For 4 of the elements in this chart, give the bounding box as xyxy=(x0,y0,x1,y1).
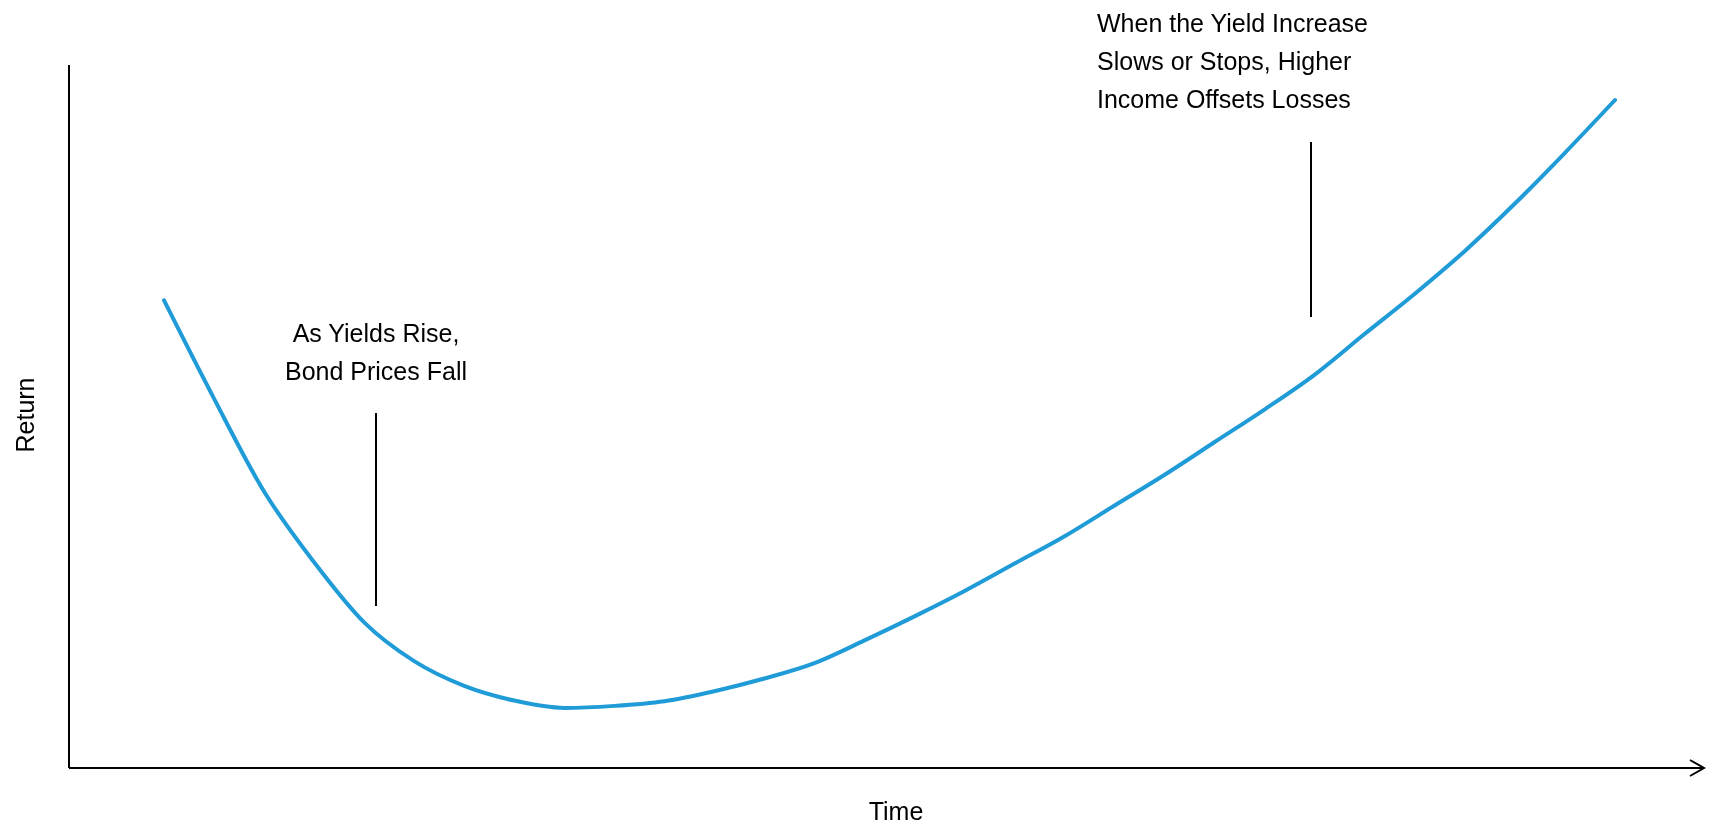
x-axis-title: Time xyxy=(868,797,924,825)
y-axis-title: Return xyxy=(11,377,39,453)
annotation: As Yields Rise, Bond Prices Fall xyxy=(284,319,468,385)
annotation: When the Yield Increase Slows or Stops, Higher Income Offsets Losses xyxy=(1097,9,1368,113)
